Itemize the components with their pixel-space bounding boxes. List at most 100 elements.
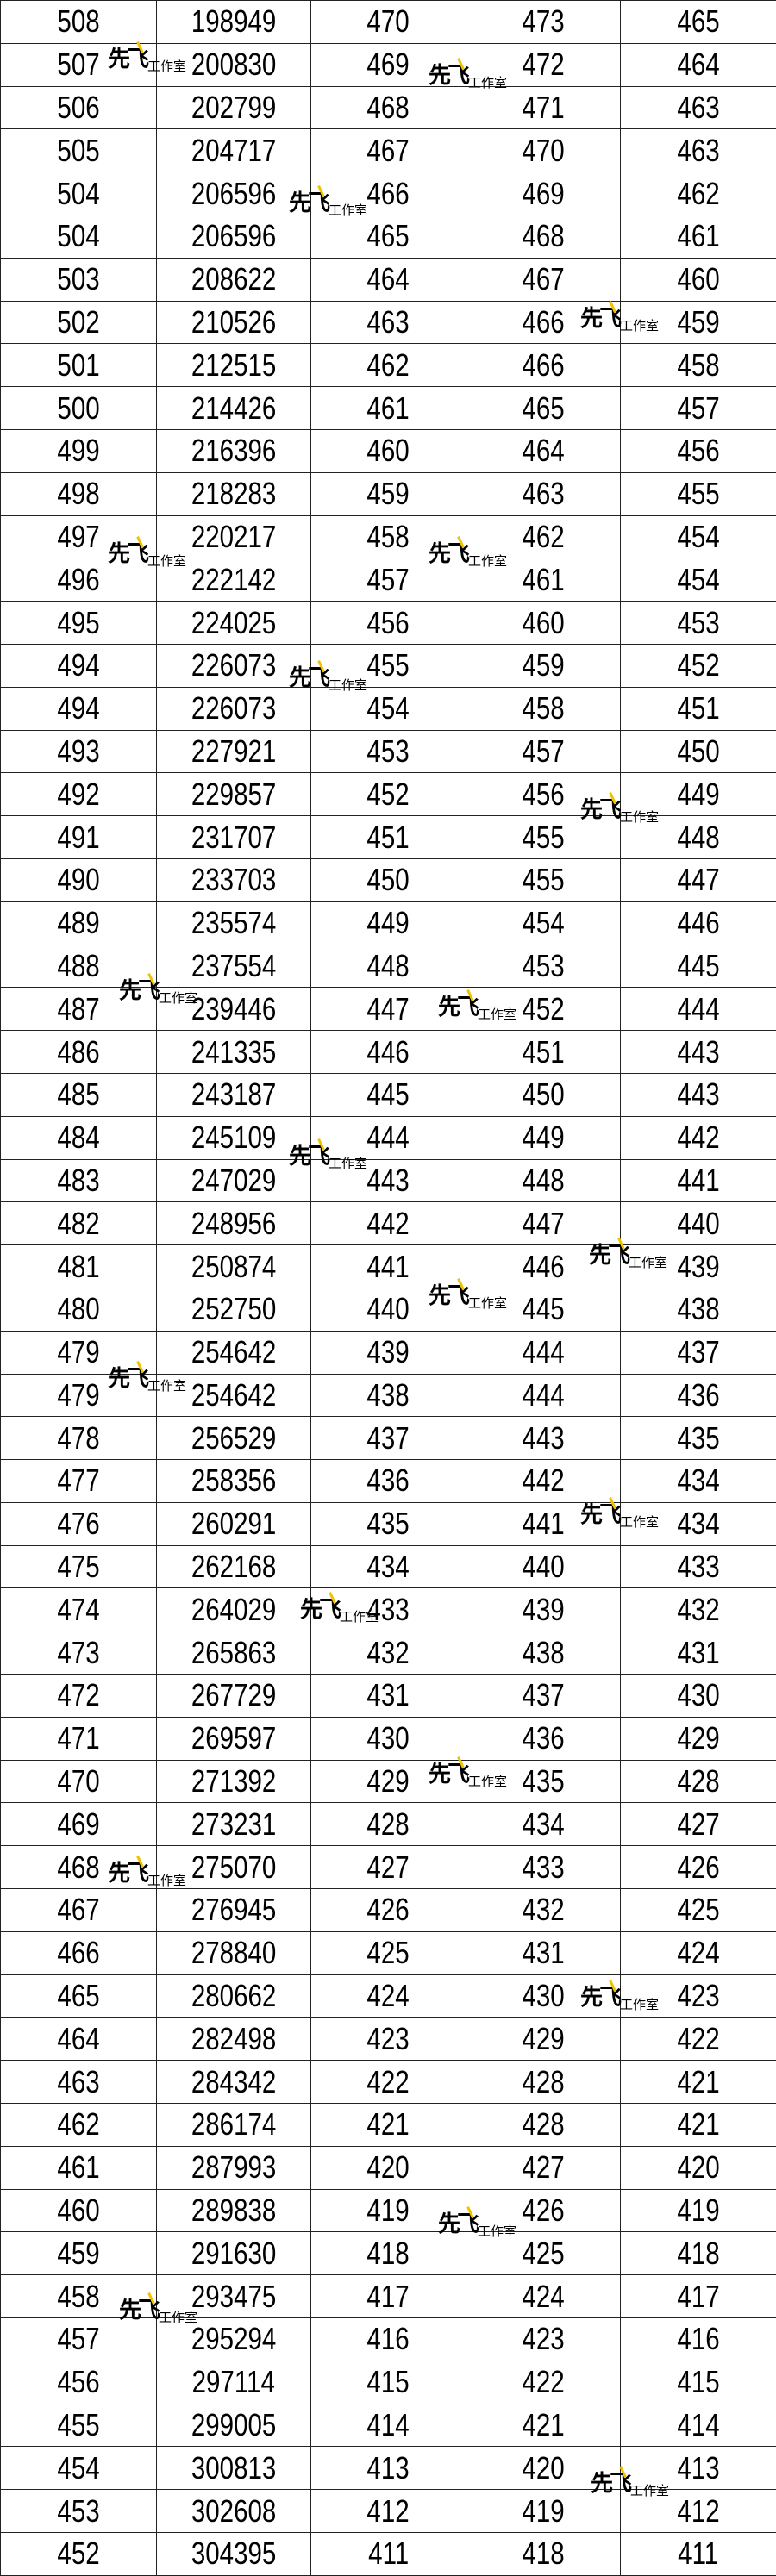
- table-cell: 295294: [157, 2318, 311, 2361]
- cell-value: 466: [367, 173, 410, 215]
- table-cell: 462: [311, 344, 466, 387]
- table-cell: 417: [311, 2275, 466, 2318]
- table-cell: 204717: [157, 129, 311, 172]
- cell-value: 438: [367, 1375, 410, 1416]
- table-cell: 262168: [157, 1545, 311, 1588]
- table-cell: 470: [1, 1760, 157, 1803]
- cell-value: 260291: [191, 1503, 277, 1544]
- table-cell: 445: [466, 1288, 621, 1331]
- cell-value: 457: [367, 559, 410, 601]
- cell-value: 481: [57, 1246, 99, 1288]
- cell-value: 430: [367, 1718, 410, 1759]
- cell-value: 280662: [191, 1975, 277, 2017]
- cell-value: 250874: [191, 1246, 277, 1288]
- table-cell: 489: [1, 901, 157, 945]
- table-cell: 495: [1, 602, 157, 645]
- table-cell: 421: [466, 2404, 621, 2447]
- cell-value: 470: [367, 1, 410, 42]
- table-cell: 436: [621, 1374, 776, 1417]
- table-cell: 508: [1, 1, 157, 44]
- table-cell: 458: [1, 2275, 157, 2318]
- table-cell: 464: [1, 2018, 157, 2061]
- table-cell: 463: [1, 2061, 157, 2104]
- cell-value: 420: [522, 2448, 564, 2489]
- table-cell: 468: [1, 1846, 157, 1889]
- table-cell: 454: [1, 2447, 157, 2490]
- table-cell: 258356: [157, 1460, 311, 1503]
- table-cell: 227921: [157, 730, 311, 773]
- table-cell: 467: [311, 129, 466, 172]
- table-cell: 473: [1, 1631, 157, 1675]
- cell-value: 237554: [191, 945, 277, 987]
- cell-value: 451: [677, 688, 719, 729]
- cell-value: 471: [57, 1718, 99, 1759]
- table-cell: 302608: [157, 2490, 311, 2533]
- table-cell: 434: [466, 1803, 621, 1846]
- table-cell: 461: [1, 2146, 157, 2189]
- table-cell: 484: [1, 1116, 157, 1159]
- table-cell: 465: [621, 1, 776, 44]
- cell-value: 468: [57, 1847, 99, 1888]
- cell-value: 432: [367, 1632, 410, 1674]
- table-cell: 471: [1, 1717, 157, 1760]
- cell-value: 485: [57, 1074, 99, 1115]
- table-cell: 426: [311, 1889, 466, 1932]
- table-cell: 456: [311, 602, 466, 645]
- cell-value: 504: [57, 215, 99, 257]
- cell-value: 415: [677, 2361, 719, 2403]
- table-cell: 419: [466, 2490, 621, 2533]
- cell-value: 439: [677, 1246, 719, 1288]
- cell-value: 457: [677, 388, 719, 429]
- table-cell: 428: [621, 1760, 776, 1803]
- cell-value: 449: [522, 1117, 564, 1158]
- cell-value: 465: [522, 388, 564, 429]
- cell-value: 460: [57, 2190, 99, 2231]
- cell-value: 479: [57, 1332, 99, 1373]
- cell-value: 429: [522, 2018, 564, 2060]
- table-cell: 449: [466, 1116, 621, 1159]
- table-cell: 439: [466, 1588, 621, 1631]
- table-cell: 450: [311, 858, 466, 901]
- table-cell: 433: [466, 1846, 621, 1889]
- cell-value: 494: [57, 688, 99, 729]
- table-cell: 449: [311, 901, 466, 945]
- table-cell: 442: [311, 1202, 466, 1245]
- cell-value: 505: [57, 130, 99, 172]
- table-cell: 446: [621, 901, 776, 945]
- table-cell: 421: [621, 2061, 776, 2104]
- cell-value: 425: [367, 1932, 410, 1974]
- cell-value: 466: [522, 345, 564, 386]
- cell-value: 440: [367, 1288, 410, 1330]
- cell-value: 423: [677, 1975, 719, 2017]
- cell-value: 446: [367, 1032, 410, 1073]
- cell-value: 469: [57, 1804, 99, 1845]
- cell-value: 422: [677, 2018, 719, 2060]
- table-cell: 466: [311, 172, 466, 215]
- table-cell: 415: [621, 2361, 776, 2404]
- cell-value: 453: [367, 731, 410, 772]
- table-cell: 450: [621, 730, 776, 773]
- table-cell: 464: [621, 43, 776, 86]
- table-cell: 245109: [157, 1116, 311, 1159]
- cell-value: 239446: [191, 989, 277, 1030]
- table-cell: 446: [466, 1245, 621, 1288]
- cell-value: 435: [367, 1503, 410, 1544]
- cell-value: 265863: [191, 1632, 277, 1674]
- table-cell: 417: [621, 2275, 776, 2318]
- cell-value: 462: [57, 2104, 99, 2145]
- cell-value: 455: [367, 645, 410, 686]
- cell-value: 300813: [191, 2448, 277, 2489]
- table-cell: 445: [621, 945, 776, 988]
